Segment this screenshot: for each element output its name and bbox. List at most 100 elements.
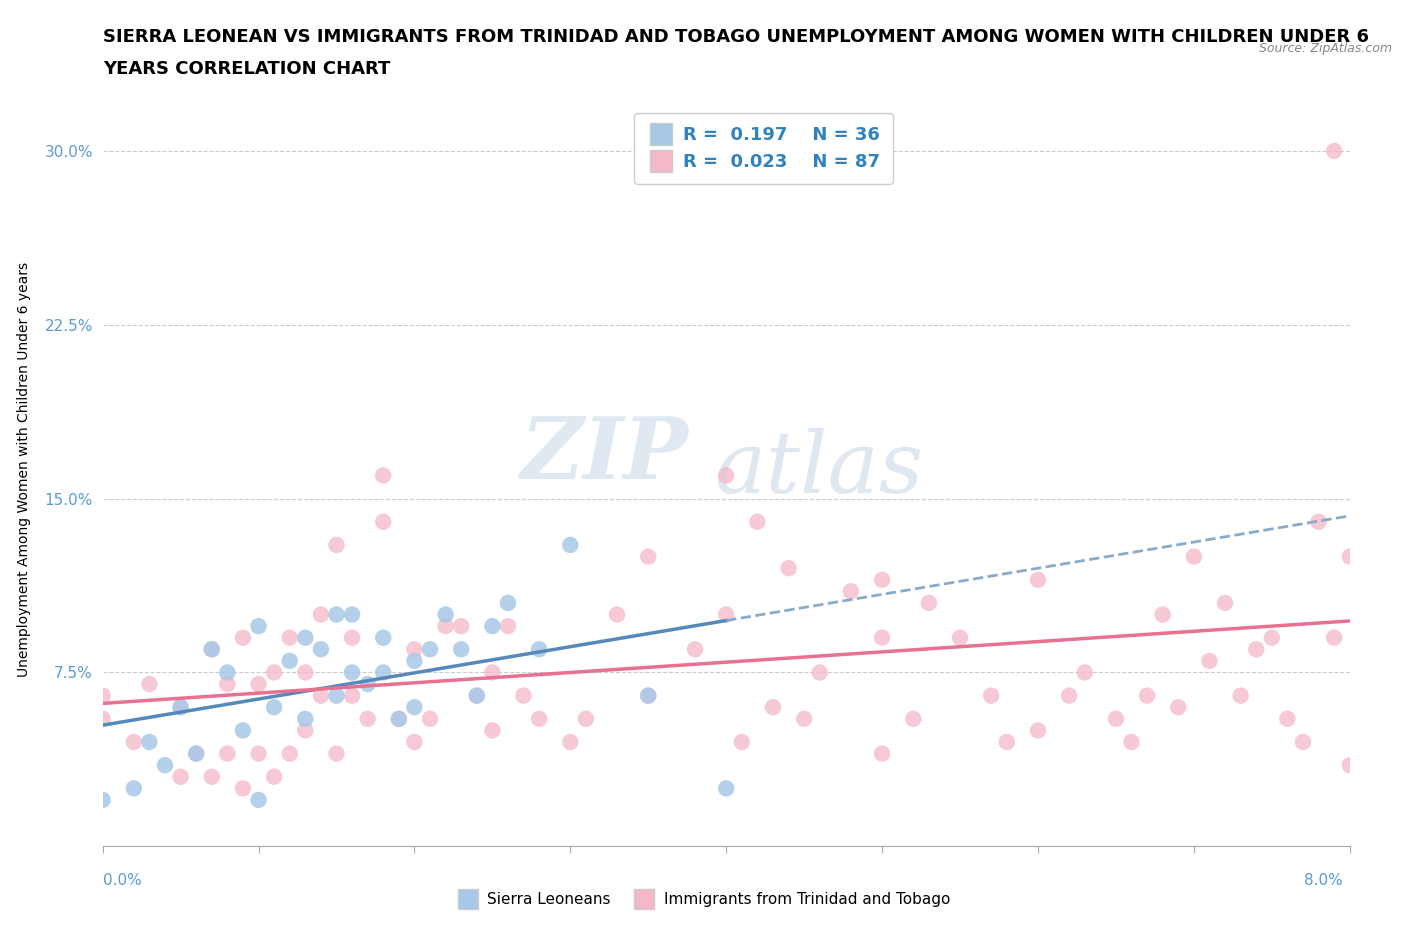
Point <box>419 711 441 726</box>
Point <box>91 792 114 807</box>
Point <box>1277 711 1299 726</box>
Point <box>356 711 378 726</box>
Point <box>340 665 363 680</box>
Point <box>373 514 395 529</box>
Point <box>1026 572 1049 587</box>
Point <box>575 711 598 726</box>
Point <box>918 595 941 610</box>
Point <box>247 746 270 761</box>
Point <box>747 514 769 529</box>
Legend: Sierra Leoneans, Immigrants from Trinidad and Tobago: Sierra Leoneans, Immigrants from Trinida… <box>450 886 956 913</box>
Point <box>247 618 270 633</box>
Point <box>201 642 224 657</box>
Point <box>778 561 800 576</box>
Point <box>404 642 426 657</box>
Point <box>1323 143 1346 158</box>
Point <box>373 665 395 680</box>
Point <box>340 631 363 645</box>
Point <box>606 607 628 622</box>
Point <box>731 735 754 750</box>
Point <box>434 618 457 633</box>
Point <box>201 769 224 784</box>
Point <box>560 735 582 750</box>
Point <box>294 631 316 645</box>
Point <box>232 631 254 645</box>
Text: Source: ZipAtlas.com: Source: ZipAtlas.com <box>1258 42 1392 55</box>
Point <box>1026 723 1049 737</box>
Point <box>1292 735 1315 750</box>
Point <box>1244 642 1267 657</box>
Point <box>1167 699 1189 714</box>
Point <box>294 665 316 680</box>
Point <box>1198 654 1220 669</box>
Point <box>373 468 395 483</box>
Point <box>217 665 239 680</box>
Point <box>247 677 270 692</box>
Point <box>839 584 862 599</box>
Point <box>325 538 347 552</box>
Point <box>1323 631 1346 645</box>
Point <box>294 723 316 737</box>
Point <box>309 688 332 703</box>
Point <box>870 572 893 587</box>
Text: atlas: atlas <box>714 429 922 511</box>
Point <box>278 654 301 669</box>
Point <box>169 699 191 714</box>
Point <box>91 711 114 726</box>
Text: 8.0%: 8.0% <box>1303 873 1343 888</box>
Point <box>637 549 659 564</box>
Point <box>325 607 347 622</box>
Point <box>637 688 659 703</box>
Point <box>870 631 893 645</box>
Text: 0.0%: 0.0% <box>103 873 142 888</box>
Point <box>186 746 208 761</box>
Point <box>716 468 738 483</box>
Point <box>153 758 176 773</box>
Point <box>1182 549 1205 564</box>
Point <box>1057 688 1080 703</box>
Point <box>481 723 503 737</box>
Point <box>716 781 738 796</box>
Point <box>637 688 659 703</box>
Point <box>356 677 378 692</box>
Text: SIERRA LEONEAN VS IMMIGRANTS FROM TRINIDAD AND TOBAGO UNEMPLOYMENT AMONG WOMEN W: SIERRA LEONEAN VS IMMIGRANTS FROM TRINID… <box>103 28 1368 46</box>
Point <box>481 665 503 680</box>
Point <box>481 618 503 633</box>
Point <box>232 781 254 796</box>
Point <box>496 618 519 633</box>
Point <box>1339 549 1361 564</box>
Point <box>232 723 254 737</box>
Point <box>340 607 363 622</box>
Point <box>309 607 332 622</box>
Point <box>980 688 1002 703</box>
Point <box>465 688 488 703</box>
Point <box>527 642 550 657</box>
Point <box>1136 688 1159 703</box>
Point <box>1121 735 1143 750</box>
Point <box>1105 711 1128 726</box>
Point <box>404 654 426 669</box>
Point <box>388 711 411 726</box>
Point <box>263 665 285 680</box>
Point <box>419 642 441 657</box>
Point <box>122 781 145 796</box>
Point <box>278 631 301 645</box>
Point <box>278 746 301 761</box>
Point <box>434 607 457 622</box>
Point <box>496 595 519 610</box>
Point <box>263 699 285 714</box>
Point <box>527 711 550 726</box>
Point <box>373 631 395 645</box>
Point <box>450 618 472 633</box>
Y-axis label: Unemployment Among Women with Children Under 6 years: Unemployment Among Women with Children U… <box>17 262 31 677</box>
Point <box>138 735 160 750</box>
Point <box>186 746 208 761</box>
Legend: R =  0.197    N = 36, R =  0.023    N = 87: R = 0.197 N = 36, R = 0.023 N = 87 <box>634 113 893 183</box>
Point <box>294 711 316 726</box>
Point <box>169 769 191 784</box>
Point <box>465 688 488 703</box>
Point <box>325 688 347 703</box>
Point <box>325 746 347 761</box>
Point <box>201 642 224 657</box>
Point <box>716 607 738 622</box>
